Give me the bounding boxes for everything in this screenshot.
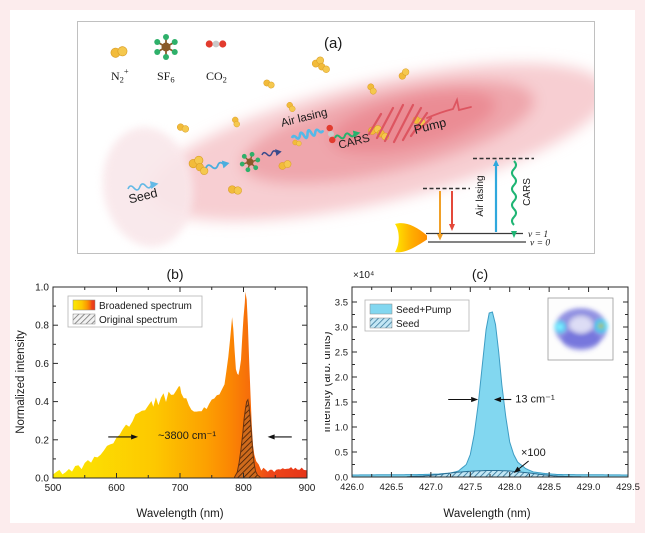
x-tick-label: 700 [172,483,189,494]
annotation-arrowhead [471,396,479,403]
y-tick-label: 1.0 [35,283,49,294]
seed-label: Seed [127,186,159,207]
y-tick-label: 2.5 [335,348,348,359]
x-tick-label: 500 [45,483,62,494]
energy-cars-label: CARS [522,178,533,206]
axes [351,286,629,478]
y-tick-label: 3.0 [335,323,348,334]
x-tick-label: 427.5 [458,482,482,493]
axis-scale-label: ×10⁴ [353,270,374,281]
x-tick-label: 427.0 [419,482,443,493]
legend-label: Seed+Pump [396,305,452,316]
legend: Seed+Pump Seed [364,299,470,332]
x-axis-label: Wavelength (nm) [443,508,530,520]
x-tick-label: 428.5 [537,482,561,493]
cars-wavy-arrow [511,160,517,238]
annotation: 13 cm⁻¹ [515,394,555,406]
y-tick-label: 0.0 [35,474,49,485]
chart-c: 426.0 426.5 427.0 427.5 428.0 428.5 429.0 429.5… [325,266,640,520]
x-tick-label: 800 [235,483,252,494]
y-tick-label: 1.5 [335,398,348,409]
blue-wave-to-sf6 [205,160,230,170]
energy-air-lasing-label: Air lasing [475,175,486,216]
sf6-label: SF6 [157,69,175,85]
panel-a-art: N2+ SF6 CO2 [102,33,608,253]
n2-molecule [109,45,129,59]
x-tick-label: 429.5 [616,482,640,493]
annotation-arrowhead [513,466,521,473]
pump-pulse [367,97,472,144]
x-axis-label: Wavelength (nm) [136,508,223,520]
series-area [351,311,629,478]
air-lasing-arrow [493,159,499,232]
y-tick-label: 0.4 [35,397,49,408]
axes [52,286,308,479]
energy-level-diagram: Air lasing CARS v = 1 v = 0 [395,157,550,253]
annotation: ~3800 cm⁻¹ [158,430,216,442]
y-tick-label: 0.5 [335,448,348,459]
n2-label: N2+ [111,66,129,85]
panel-title: (b) [166,266,183,282]
annotation-arrowhead [267,434,275,440]
chart-b: 500 600 700 800 900 0.0 0.2 0.4 0.6 0.8 1.0 (b) Wave… [15,266,316,520]
legend-label: Original spectrum [99,315,177,326]
x-tick-label: 429.0 [577,482,601,493]
co2-molecule [205,40,227,48]
legend-swatch [72,313,96,325]
legend-swatch [369,303,393,315]
annotation: ×100 [521,447,546,459]
legend-label: Seed [396,319,419,330]
y-tick-label: 0.8 [35,321,49,332]
molecule-legend: N2+ SF6 CO2 [109,33,227,85]
cars-wave [334,130,361,140]
legend-label: Broadened spectrum [99,301,192,312]
y-tick-label: 0.2 [35,435,49,446]
co2-label: CO2 [206,69,227,85]
x-tick-label: 426.0 [340,482,364,493]
air-lasing-wave [290,128,325,140]
legend-swatch [72,299,96,311]
panel-title: (c) [472,266,488,282]
annotation-arrow [518,460,529,470]
stokes-arrow-red [449,191,455,231]
panel-a-label: (a) [324,35,342,52]
stokes-arrow-orange [437,191,443,241]
legend: Broadened spectrum Original spectrum [67,295,203,328]
x-tick-label: 600 [108,483,125,494]
seed-wave [127,181,159,191]
legend-swatch [369,317,393,329]
v1-label: v = 1 [528,230,548,240]
sf6-molecule [153,33,179,61]
y-tick-label: 0.0 [335,473,348,484]
x-tick-label: 428.0 [498,482,522,493]
y-tick-label: 2.0 [335,373,348,384]
series-area [234,398,261,479]
pump-spectrum-pulse [395,223,427,253]
annotation-arrowhead [131,434,139,440]
dark-wave-from-sf6 [261,149,282,157]
y-axis-label: Normalized intensity [15,330,27,434]
panel-a: N2+ SF6 CO2 [77,21,608,254]
y-tick-label: 3.5 [335,298,348,309]
y-axis-label: Intensity (arb. units) [325,331,333,432]
y-tick-label: 0.6 [35,359,49,370]
y-tick-label: 1.0 [335,423,348,434]
annotation-arrowhead [493,396,501,403]
v0-label: v = 0 [530,239,550,249]
x-tick-label: 900 [299,483,316,494]
series [53,291,307,479]
beam-profile-inset [547,297,614,361]
x-tick-label: 426.5 [380,482,404,493]
